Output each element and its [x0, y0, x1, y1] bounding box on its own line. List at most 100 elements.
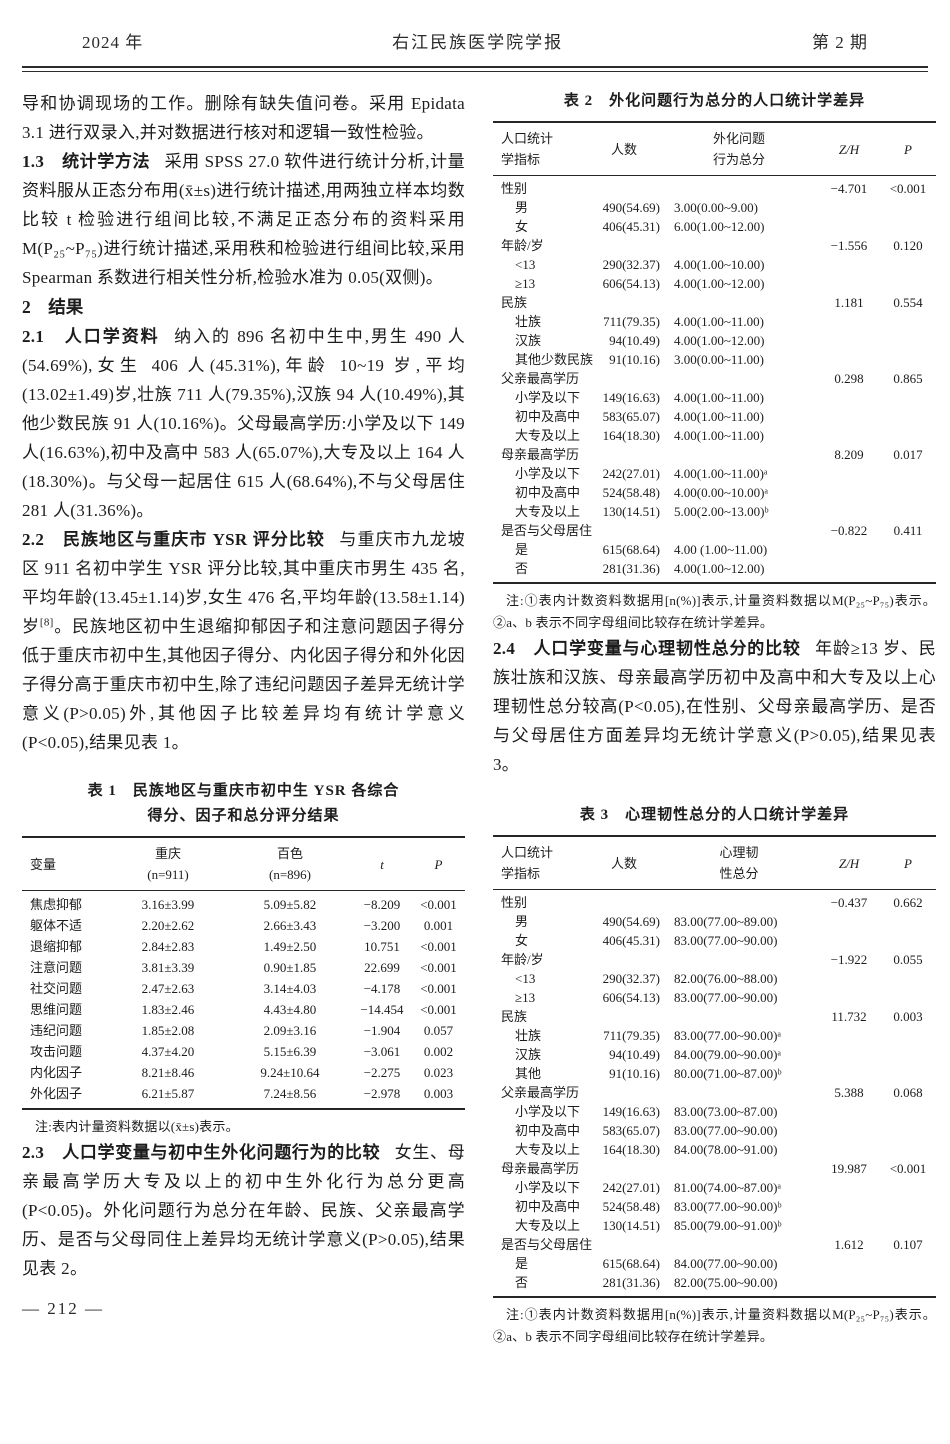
- cell-n: [588, 445, 660, 464]
- table-row: 汉族 94(10.49) 84.00(79.00~90.00)ᵃ: [493, 1045, 936, 1064]
- cell-t: 22.699: [364, 960, 400, 975]
- cell-baise: 0.90±1.85: [263, 960, 317, 975]
- cell-n: 130(14.51): [602, 504, 660, 519]
- cell-p: 0.662: [893, 895, 923, 910]
- cell-score: 83.00(77.00~90.00)ᵃ: [674, 1028, 781, 1043]
- cell-score: 4.00(1.00~11.00): [674, 409, 764, 424]
- table-row: 小学及以下 149(16.63) 83.00(73.00~87.00): [493, 1102, 936, 1121]
- table-row: 性别 −4.701 <0.001: [493, 179, 936, 198]
- cell-p: [880, 407, 936, 426]
- cell-n: 583(65.07): [602, 409, 660, 424]
- cell-chongqing: 3.16±3.99: [141, 897, 195, 912]
- cell-p: [880, 1045, 936, 1064]
- table-row: 民族 1.181 0.554: [493, 293, 936, 312]
- cell-zh: [818, 988, 880, 1007]
- cell-n: 606(54.13): [602, 276, 660, 291]
- cell-p: [880, 931, 936, 950]
- cell-zh: 19.987: [831, 1161, 867, 1176]
- cell-n: 290(32.37): [602, 971, 660, 986]
- cell-zh: [818, 1121, 880, 1140]
- table-2-header-row: 人口统计 学指标 人数 外化问题 行为总分 Z/H P: [493, 123, 936, 176]
- table-2-note: 注:①表内计数资料数据用[n(%)]表示,计量资料数据以M(P₂₅~P₇₅)表示…: [493, 593, 936, 630]
- table-row: <13 290(32.37) 82.00(76.00~88.00): [493, 969, 936, 988]
- cell-score: 4.00(1.00~12.00): [674, 333, 765, 348]
- cell-n: 164(18.30): [602, 428, 660, 443]
- cell-baise: 9.24±10.64: [260, 1065, 320, 1080]
- cell-indicator: 否: [515, 561, 529, 576]
- table-row: 年龄/岁 −1.922 0.055: [493, 950, 936, 969]
- table-row: 外化因子 6.21±5.87 7.24±8.56 −2.978 0.003: [22, 1083, 465, 1104]
- cell-zh: [818, 426, 880, 445]
- table-row: 年龄/岁 −1.556 0.120: [493, 236, 936, 255]
- table-1-col-chongqing: 重庆 (n=911): [108, 843, 228, 885]
- cell-p: 0.023: [423, 1065, 454, 1080]
- cell-score: 4.00(1.00~11.00)ᵃ: [674, 466, 768, 481]
- cell-p: <0.001: [889, 1161, 927, 1176]
- section-2-1: 2.1 人口学资料 纳入的 896 名初中生中,男生 490 人(54.69%),…: [22, 322, 465, 525]
- table-row: 男 490(54.69) 83.00(77.00~89.00): [493, 912, 936, 931]
- cell-chongqing: 1.83±2.46: [141, 1002, 195, 1017]
- cell-indicator: 小学及以下: [515, 390, 581, 405]
- col-chongqing-n: (n=911): [147, 867, 189, 882]
- cell-p: [880, 1121, 936, 1140]
- cell-score: 4.00(0.00~10.00)ᵃ: [674, 485, 768, 500]
- cell-variable: 躯体不适: [30, 918, 83, 933]
- table-row: 攻击问题 4.37±4.20 5.15±6.39 −3.061 0.002: [22, 1041, 465, 1062]
- cell-zh: [818, 502, 880, 521]
- cell-p: 0.003: [893, 1009, 923, 1024]
- cell-zh: −1.922: [830, 952, 868, 967]
- cell-p: <0.001: [889, 181, 927, 196]
- cell-score: 83.00(77.00~90.00)ᵇ: [674, 1199, 782, 1214]
- table-row: 小学及以下 149(16.63) 4.00(1.00~11.00): [493, 388, 936, 407]
- cell-indicator: 大专及以上: [515, 1142, 581, 1157]
- cell-n: [588, 236, 660, 255]
- cell-p: [880, 988, 936, 1007]
- table-3: 表 3 心理韧性总分的人口统计学差异 人口统计 学指标 人数 心理韧 性总分 Z…: [493, 803, 936, 1348]
- cell-score: 82.00(76.00~88.00): [674, 971, 778, 986]
- table-row: <13 290(32.37) 4.00(1.00~10.00): [493, 255, 936, 274]
- section-2-2: 2.2 民族地区与重庆市 YSR 评分比较 与重庆市九龙坡区 911 名初中学生 …: [22, 525, 465, 757]
- cell-t: −8.209: [363, 897, 401, 912]
- col-score-line2: 性总分: [719, 866, 759, 881]
- table-1-col-baise: 百色 (n=896): [228, 843, 352, 885]
- cell-score: 85.00(79.00~91.00)ᵇ: [674, 1218, 782, 1233]
- cell-p: 0.068: [893, 1085, 923, 1100]
- cell-n: [588, 950, 660, 969]
- cell-n: [588, 893, 660, 912]
- cell-n: 406(45.31): [602, 219, 660, 234]
- section-1-3-text: 采用 SPSS 27.0 软件进行统计分析,计量资料服从正态分布用(x̄±s)进…: [22, 152, 465, 287]
- cell-p: <0.001: [420, 981, 457, 996]
- cell-p: [880, 969, 936, 988]
- cell-indicator: 母亲最高学历: [501, 447, 580, 462]
- table-2-col-zh: Z/H: [838, 141, 860, 157]
- table-row: 大专及以上 130(14.51) 5.00(2.00~13.00)ᵇ: [493, 502, 936, 521]
- section-1-3: 1.3 统计学方法 采用 SPSS 27.0 软件进行统计分析,计量资料服从正态分…: [22, 147, 465, 292]
- section-2-3-text: 女生、母亲最高学历大专及以上的初中生外化行为总分更高(P<0.05)。外化问题行…: [22, 1143, 465, 1278]
- cell-variable: 注意问题: [30, 960, 83, 975]
- section-2-3-heading: 2.3 人口学变量与初中生外化问题行为的比较: [22, 1143, 381, 1162]
- cell-indicator: 性别: [501, 895, 528, 910]
- cell-score: 4.00(1.00~11.00): [674, 314, 764, 329]
- cell-indicator: 民族: [501, 295, 528, 310]
- table-row: 父亲最高学历 0.298 0.865: [493, 369, 936, 388]
- cell-p: [880, 464, 936, 483]
- table-1-col-p: P: [434, 856, 443, 872]
- cell-indicator: 汉族: [515, 333, 542, 348]
- cell-score: 83.00(77.00~89.00): [674, 914, 778, 929]
- table-3-grid: 人口统计 学指标 人数 心理韧 性总分 Z/H P: [493, 835, 936, 1298]
- table-row: 是 615(68.64) 84.00(77.00~90.00): [493, 1254, 936, 1273]
- table-row: 其他 91(10.16) 80.00(71.00~87.00)ᵇ: [493, 1064, 936, 1083]
- cell-indicator: 初中及高中: [515, 409, 581, 424]
- cell-zh: [818, 1273, 880, 1292]
- cell-n: [588, 1083, 660, 1102]
- header-journal-title: 右江民族医学院学报: [392, 33, 564, 52]
- cell-n: 242(27.01): [602, 466, 660, 481]
- cell-score: 84.00(78.00~91.00): [674, 1142, 778, 1157]
- cell-n: 290(32.37): [602, 257, 660, 272]
- cell-score: [660, 293, 818, 312]
- cell-t: −3.200: [363, 918, 401, 933]
- cell-indicator: <13: [515, 971, 536, 986]
- cell-indicator: 否: [515, 1275, 529, 1290]
- cell-p: <0.001: [420, 960, 457, 975]
- cell-zh: [818, 350, 880, 369]
